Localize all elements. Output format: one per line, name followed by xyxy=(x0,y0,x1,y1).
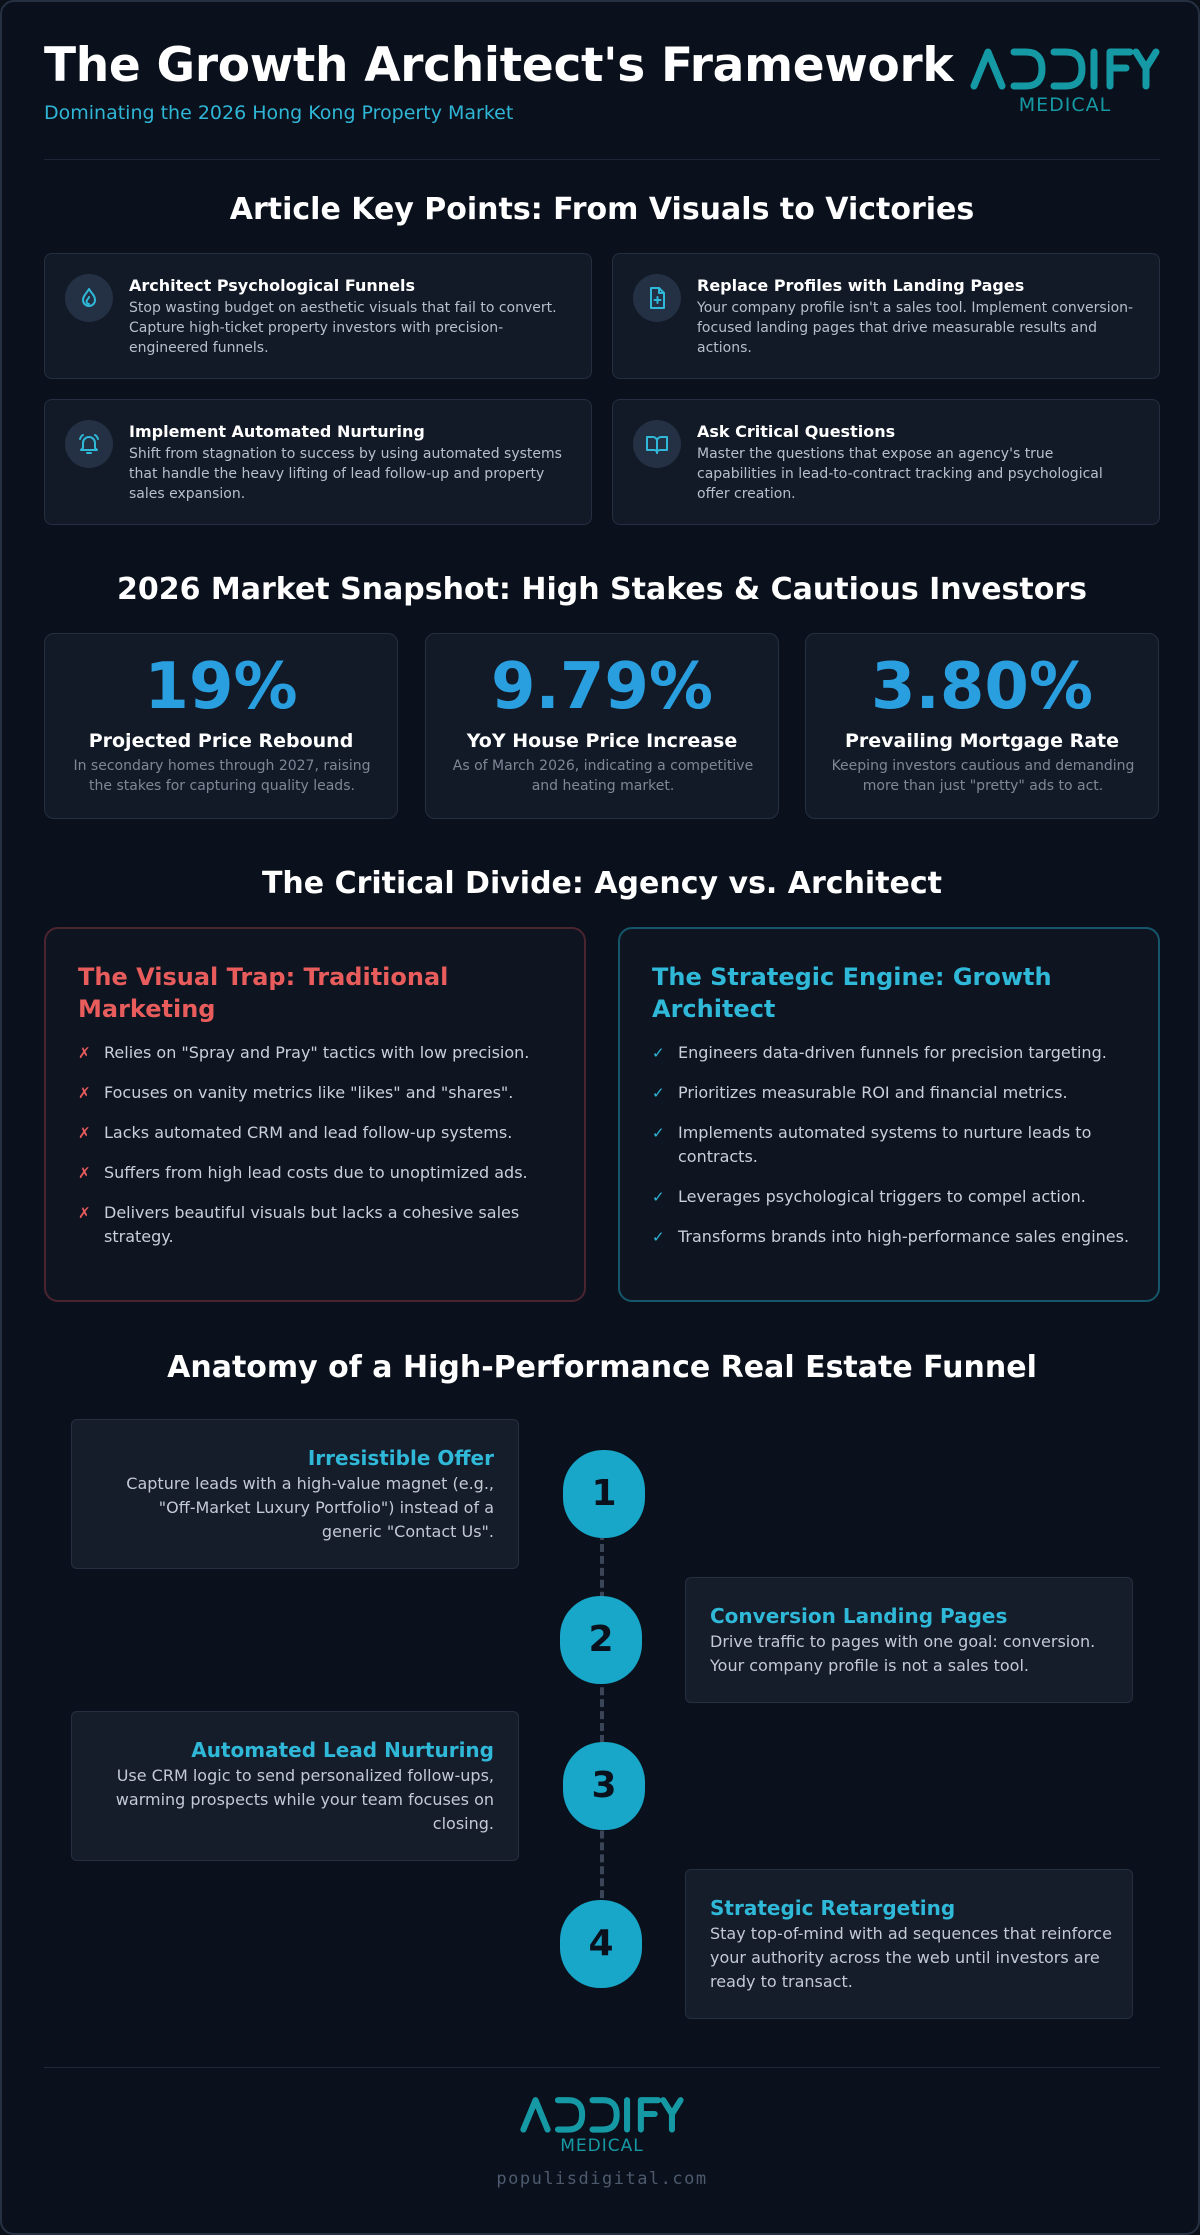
key-points-title: Article Key Points: From Visuals to Vict… xyxy=(229,192,975,227)
divide-title: The Critical Divide: Agency vs. Architec… xyxy=(261,866,943,901)
cross-icon: ✗ xyxy=(78,1044,91,1062)
step-text: Stay top-of-mind with ad sequences that … xyxy=(710,1924,1112,1991)
key-point-card: Ask Critical Questions Master the questi… xyxy=(612,399,1160,525)
list-item: ✗ Relies on "Spray and Pray" tactics with… xyxy=(78,1041,568,1065)
brand-logo: MEDICAL xyxy=(970,46,1160,118)
list-item: ✗ Delivers beautiful visuals but lacks a … xyxy=(78,1203,520,1246)
funnel-step-card: Conversion Landing Pages Drive traffic t… xyxy=(685,1577,1133,1703)
key-point-title: Replace Profiles with Landing Pages xyxy=(697,276,1025,295)
key-point-text: Your company profile isn't a sales tool.… xyxy=(697,300,1134,356)
addify-wordmark-icon xyxy=(520,2097,684,2133)
book-icon xyxy=(633,420,681,468)
key-point-title: Architect Psychological Funnels xyxy=(129,276,416,295)
step-title: Irresistible Offer xyxy=(307,1446,494,1470)
step-text: Drive traffic to pages with one goal: co… xyxy=(710,1632,1096,1675)
key-point-card: Replace Profiles with Landing Pages Your… xyxy=(612,253,1160,379)
check-icon: ✓ xyxy=(652,1228,665,1246)
footer-divider xyxy=(44,2067,1160,2068)
document-plus-icon xyxy=(633,274,681,322)
stat-value: 19% xyxy=(144,650,298,724)
funnel-step-card: Strategic Retargeting Stay top-of-mind w… xyxy=(685,1869,1133,2019)
list-item: ✓ Transforms brands into high-performance… xyxy=(652,1225,1142,1249)
stat-label: Prevailing Mortgage Rate xyxy=(844,730,1120,752)
list-item: ✓ Leverages psychological triggers to com… xyxy=(652,1185,1142,1209)
footer-url: populisdigital.com xyxy=(496,2169,708,2189)
step-number-badge: 3 xyxy=(563,1742,645,1830)
footer-logo-sub: MEDICAL xyxy=(560,2136,644,2156)
cross-icon: ✗ xyxy=(78,1164,91,1182)
cross-icon: ✗ xyxy=(78,1204,91,1222)
key-point-text: Stop wasting budget on aesthetic visuals… xyxy=(129,300,557,356)
step-text: Use CRM logic to send personalized follo… xyxy=(115,1766,494,1833)
strategic-engine-list: ✓ Engineers data-driven funnels for preci… xyxy=(652,1041,1142,1265)
snapshot-title: 2026 Market Snapshot: High Stakes & Caut… xyxy=(116,572,1088,607)
flame-icon xyxy=(65,274,113,322)
step-title: Strategic Retargeting xyxy=(710,1896,956,1920)
key-point-card: Architect Psychological Funnels Stop was… xyxy=(44,253,592,379)
funnel-step-card: Automated Lead Nurturing Use CRM logic t… xyxy=(71,1711,519,1861)
visual-trap-title: The Visual Trap: Traditional Marketing xyxy=(78,963,449,1023)
visual-trap-card: The Visual Trap: Traditional Marketing ✗… xyxy=(44,927,586,1302)
page-title: The Growth Architect's Framework xyxy=(44,38,954,93)
visual-trap-list: ✗ Relies on "Spray and Pray" tactics with… xyxy=(78,1041,568,1265)
stat-label: Projected Price Rebound xyxy=(88,730,354,752)
footer-logo: MEDICAL xyxy=(517,2095,687,2159)
stat-desc: As of March 2026, indicating a competiti… xyxy=(452,758,754,794)
strategic-engine-card: The Strategic Engine: Growth Architect ✓… xyxy=(618,927,1160,1302)
key-point-card: Implement Automated Nurturing Shift from… xyxy=(44,399,592,525)
step-number-badge: 4 xyxy=(560,1900,642,1988)
check-icon: ✓ xyxy=(652,1044,665,1062)
list-item: ✓ Prioritizes measurable ROI and financia… xyxy=(652,1081,1142,1105)
list-item: ✗ Focuses on vanity metrics like "likes" … xyxy=(78,1081,568,1105)
stat-desc: Keeping investors cautious and demanding… xyxy=(831,758,1135,794)
key-point-title: Implement Automated Nurturing xyxy=(129,422,425,441)
step-title: Automated Lead Nurturing xyxy=(191,1738,494,1762)
cross-icon: ✗ xyxy=(78,1084,91,1102)
header: The Growth Architect's Framework Dominat… xyxy=(44,38,1160,160)
funnel-title: Anatomy of a High-Performance Real Estat… xyxy=(167,1350,1037,1385)
list-item: ✗ Lacks automated CRM and lead follow-up … xyxy=(78,1121,568,1145)
check-icon: ✓ xyxy=(652,1084,665,1102)
stat-label: YoY House Price Increase xyxy=(466,730,738,752)
key-point-text: Master the questions that expose an agen… xyxy=(697,446,1103,502)
list-item: ✓ Engineers data-driven funnels for preci… xyxy=(652,1041,1142,1065)
step-number-badge: 1 xyxy=(563,1450,645,1538)
stat-desc: In secondary homes through 2027, raising… xyxy=(73,758,371,794)
stat-card: 3.80% Prevailing Mortgage Rate Keeping i… xyxy=(805,633,1159,819)
stat-value: 9.79% xyxy=(490,650,714,724)
cross-icon: ✗ xyxy=(78,1124,91,1142)
list-item: ✓ Implements automated systems to nurture… xyxy=(652,1123,1092,1166)
addify-wordmark-icon xyxy=(970,48,1160,90)
bell-icon xyxy=(65,420,113,468)
stat-card: 9.79% YoY House Price Increase As of Mar… xyxy=(425,633,779,819)
funnel-connector xyxy=(600,1532,604,1922)
key-point-text: Shift from stagnation to success by usin… xyxy=(129,446,562,502)
page-subtitle: Dominating the 2026 Hong Kong Property M… xyxy=(44,102,514,124)
step-text: Capture leads with a high-value magnet (… xyxy=(126,1474,494,1541)
strategic-engine-title: The Strategic Engine: Growth Architect xyxy=(652,963,1052,1023)
check-icon: ✓ xyxy=(652,1188,665,1206)
step-title: Conversion Landing Pages xyxy=(710,1604,1008,1628)
funnel-step-card: Irresistible Offer Capture leads with a … xyxy=(71,1419,519,1569)
step-number-badge: 2 xyxy=(560,1596,642,1684)
stat-card: 19% Projected Price Rebound In secondary… xyxy=(44,633,398,819)
list-item: ✗ Suffers from high lead costs due to uno… xyxy=(78,1161,568,1185)
stat-value: 3.80% xyxy=(870,650,1094,724)
brand-logo-sub: MEDICAL xyxy=(1018,94,1112,116)
check-icon: ✓ xyxy=(652,1124,665,1142)
key-point-title: Ask Critical Questions xyxy=(697,422,896,441)
